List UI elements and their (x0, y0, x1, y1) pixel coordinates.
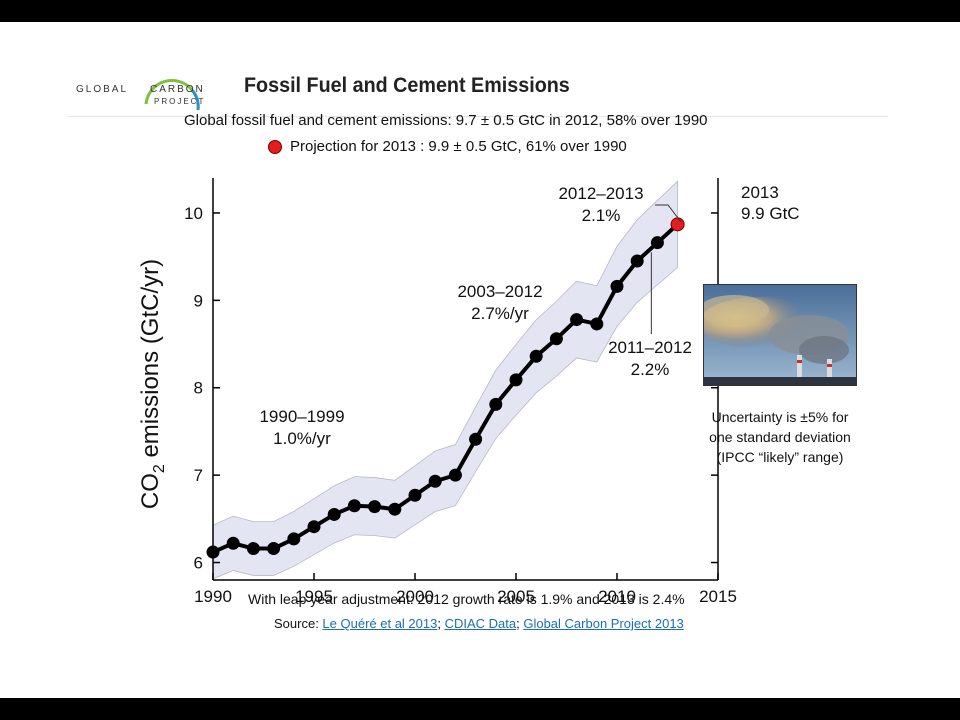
side-value: 9.9 GtC (741, 204, 800, 223)
y-tick-label: 7 (194, 466, 203, 485)
leap-year-note: With leap year adjustment: 2012 growth r… (248, 591, 685, 607)
x-tick-label: 2010 (598, 587, 636, 606)
data-point (368, 500, 382, 514)
smokestack-photo (703, 284, 857, 386)
side-year: 2013 (741, 183, 779, 202)
chart-subtitle: Global fossil fuel and cement emissions:… (184, 112, 708, 129)
x-tick-label: 1990 (194, 587, 232, 606)
uncertainty-band (212, 180, 678, 580)
y-tick-label: 6 (194, 554, 203, 573)
y-tick-label: 9 (194, 291, 203, 310)
data-point (590, 317, 604, 331)
source-link-le-quere[interactable]: Le Quéré et al 2013 (322, 616, 438, 631)
header-divider (68, 116, 888, 117)
y-axis-label: CO2 emissions (GtC/yr) (137, 259, 168, 509)
data-point (388, 502, 402, 516)
source-prefix: Source: (274, 616, 323, 631)
data-point (610, 279, 624, 293)
source-line: Source: Le Quéré et al 2013; CDIAC Data;… (274, 616, 684, 631)
data-point (448, 468, 462, 482)
source-separator-2: ; (516, 616, 524, 631)
data-point (347, 499, 361, 513)
projection-legend-marker (268, 139, 282, 154)
source-link-cdiac[interactable]: CDIAC Data (444, 616, 517, 631)
logo-text-project: PROJECT (154, 97, 206, 106)
data-point (489, 397, 503, 411)
source-link-gcp[interactable]: Global Carbon Project 2013 (523, 616, 684, 631)
annotation-2011-2012-period: 2011–2012 (608, 338, 692, 357)
data-point (267, 542, 281, 556)
x-tick-label: 1995 (295, 587, 333, 606)
annotation-2012-2013-period: 2012–2013 (558, 184, 643, 203)
global-carbon-project-logo: GLOBAL CARBON PROJECT (74, 70, 234, 130)
logo-arc-icon (144, 79, 200, 111)
y-tick-label: 10 (184, 204, 203, 223)
data-point (287, 532, 301, 546)
data-point (529, 349, 543, 363)
x-tick-label: 2000 (396, 587, 434, 606)
annotation-2003-2012-rate: 2.7%/yr (471, 304, 529, 323)
y-axis-label-main: CO (137, 473, 164, 509)
x-tick-label: 2005 (497, 587, 535, 606)
data-point (206, 545, 220, 559)
annotation-1990-1999-rate: 1.0%/yr (273, 429, 331, 448)
data-point (630, 254, 644, 268)
side-summary: 2013 9.9 GtC (741, 182, 800, 224)
data-point (549, 332, 563, 346)
data-point (650, 236, 664, 250)
x-tick-label: 2015 (699, 587, 737, 606)
slide-title: Fossil Fuel and Cement Emissions (244, 74, 570, 97)
data-point (307, 520, 321, 534)
data-point (408, 488, 422, 502)
uncertainty-note: Uncertainty is ±5% for one standard devi… (690, 407, 870, 467)
data-point (469, 432, 483, 446)
projection-legend-text: Projection for 2013 : 9.9 ± 0.5 GtC, 61%… (290, 138, 627, 155)
annotation-2003-2012-period: 2003–2012 (457, 282, 542, 301)
projection-point (670, 217, 685, 232)
data-point (570, 313, 584, 327)
projection-legend: Projection for 2013 : 9.9 ± 0.5 GtC, 61%… (268, 138, 627, 155)
leader-2012-2013 (655, 204, 682, 223)
y-axis-label-rest: emissions (GtC/yr) (137, 259, 164, 464)
uncertainty-line-2: one standard deviation (709, 429, 851, 445)
y-tick-label: 8 (194, 379, 203, 398)
uncertainty-line-3: (IPCC “likely” range) (716, 449, 844, 465)
annotation-1990-1999-period: 1990–1999 (259, 407, 344, 426)
data-point (327, 507, 341, 521)
logo-text-carbon: CARBON (150, 84, 205, 95)
logo-text-global: GLOBAL (76, 84, 129, 95)
annotation-2012-2013-rate: 2.1% (582, 206, 621, 225)
data-point (246, 542, 260, 556)
data-point (428, 474, 442, 488)
y-axis-label-subscript: 2 (151, 464, 168, 473)
data-point (509, 373, 523, 387)
annotation-2011-2012-rate: 2.2% (631, 360, 670, 379)
source-separator-1: ; (437, 616, 445, 631)
data-point (226, 536, 240, 550)
uncertainty-line-1: Uncertainty is ±5% for (711, 409, 849, 425)
